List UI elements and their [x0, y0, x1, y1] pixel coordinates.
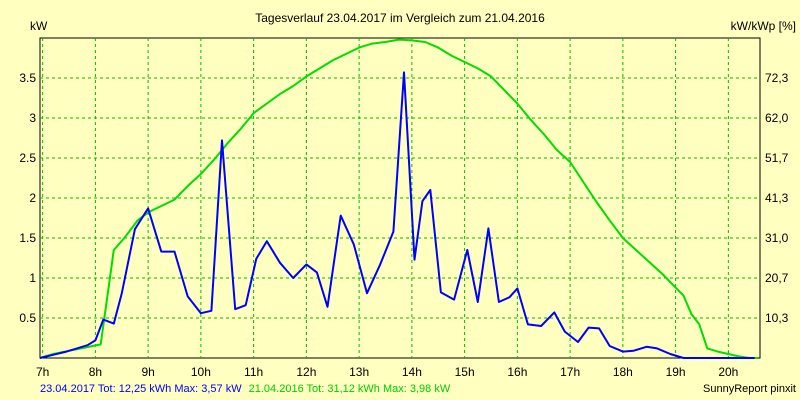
- x-axis-ticks: 7h 8h 9h 10h 11h 12h 13h 14h 15h 16h 17h 18h 19h 20h: [36, 365, 738, 379]
- y-tick-label-right: 62,0: [765, 111, 789, 125]
- x-tick-label: 15h: [455, 365, 475, 379]
- x-tick-label: 19h: [666, 365, 686, 379]
- y-axis-label-left: kW: [30, 19, 48, 33]
- y-tick-label-left: 0.5: [19, 311, 36, 325]
- chart-title: Tagesverlauf 23.04.2017 im Vergleich zum…: [255, 11, 545, 25]
- x-tick-label: 10h: [191, 365, 211, 379]
- x-tick-label: 14h: [402, 365, 422, 379]
- x-tick-label: 18h: [613, 365, 633, 379]
- series-line-2: [39, 38, 758, 359]
- legend-series-2: 21.04.2016 Tot: 31,12 kWh Max: 3,98 kW: [249, 383, 451, 395]
- x-tick-label: 7h: [36, 365, 49, 379]
- x-tick-label: 13h: [349, 365, 369, 379]
- y-tick-label-left: 2.5: [19, 151, 36, 165]
- grid: [40, 38, 760, 358]
- x-tick-label: 11h: [244, 365, 263, 379]
- x-tick-label: 8h: [89, 365, 102, 379]
- y-tick-label-right: 72,3: [765, 71, 789, 85]
- series-layer: [39, 38, 758, 359]
- y-tick-label-left: 2: [29, 191, 36, 205]
- legend-footer: 23.04.2017 Tot: 12,25 kWh Max: 3,57 kW 2…: [40, 383, 451, 395]
- y-tick-label-left: 1: [29, 271, 36, 285]
- y-tick-label-left: 3: [29, 111, 36, 125]
- y-tick-label-right: 41,3: [765, 191, 789, 205]
- y-tick-label-right: 51,7: [765, 151, 789, 165]
- legend-series-1: 23.04.2017 Tot: 12,25 kWh Max: 3,57 kW: [40, 383, 242, 395]
- series-line-1: [39, 71, 755, 359]
- y-tick-label-right: 31,0: [765, 231, 789, 245]
- y-tick-label-left: 3.5: [19, 71, 36, 85]
- x-tick-label: 9h: [141, 365, 154, 379]
- credit-text: SunnyReport pinxit: [703, 383, 796, 395]
- y-axis-ticks-right: 10,3 20,7 31,0 41,3 51,7 62,0 72,3: [765, 71, 789, 325]
- x-tick-label: 17h: [560, 365, 580, 379]
- x-tick-label: 12h: [296, 365, 316, 379]
- x-tick-label: 20h: [718, 365, 738, 379]
- y-tick-label-right: 20,7: [765, 271, 789, 285]
- y-tick-label-left: 1.5: [19, 231, 36, 245]
- y-axis-label-right: kW/kWp [%]: [731, 19, 796, 33]
- x-tick-label: 16h: [507, 365, 527, 379]
- y-tick-label-right: 10,3: [765, 311, 789, 325]
- y-axis-ticks-left: 0.5 1 1.5 2 2.5 3 3.5: [19, 71, 36, 325]
